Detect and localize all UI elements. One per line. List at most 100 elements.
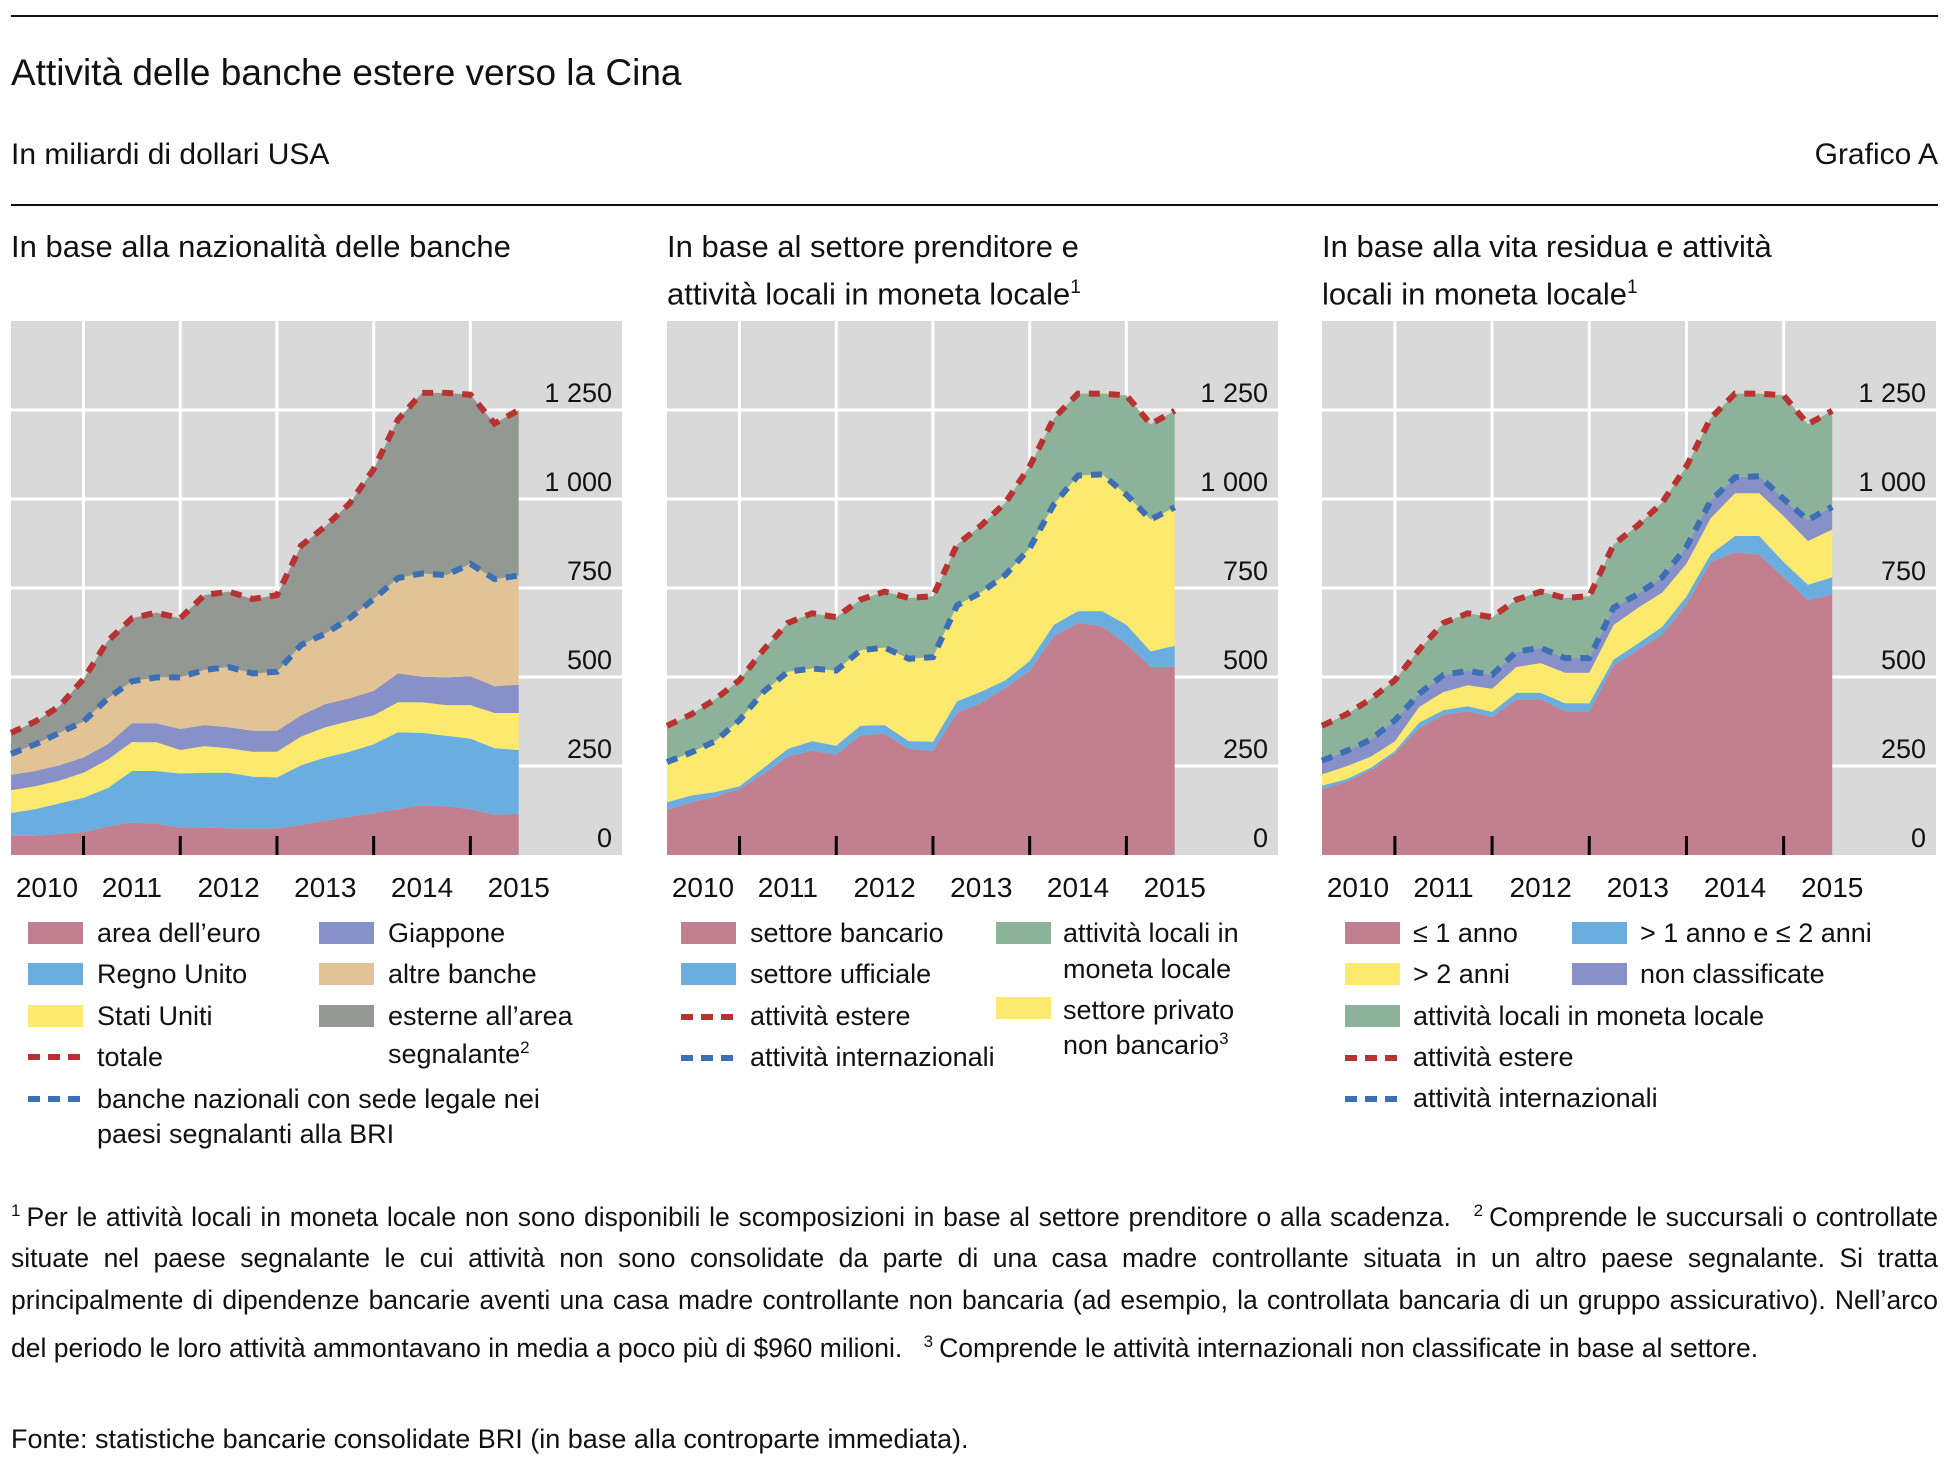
legend-label-attivita-internazionali: attività internazionali — [1413, 1083, 1658, 1113]
chart-sector: 0 250 500 750 1 000 1 250 2010 2011 2012 2013 2014… — [665, 321, 1278, 903]
legend-label-area-euro: area dell’euro — [97, 918, 261, 948]
chart-subtitle: In miliardi di dollari USA — [11, 138, 330, 171]
x-tick-label: 2014 — [1704, 872, 1766, 903]
area-settore-privato-non-bancario — [667, 474, 1175, 803]
chart-nationality: 0 250 500 750 1 000 1 250 2010 2011 2012 2013 2014… — [9, 321, 622, 903]
y-tick-label: 250 — [1223, 734, 1268, 764]
x-tick-label: 2010 — [1327, 872, 1389, 903]
line-attivita-estere — [665, 390, 1177, 729]
legend-label-regno-unito: Regno Unito — [97, 959, 248, 989]
area-attivita-locali-in-moneta-locale — [667, 393, 1175, 763]
area-area-dell-euro — [11, 805, 519, 855]
footnotes: 1 Per le attività locali in moneta locale… — [11, 1190, 1938, 1370]
legend-swatch-settore-bancario — [681, 922, 736, 944]
legend-label-attivita-estere: attività estere — [1413, 1042, 1574, 1072]
y-tick-label: 500 — [1881, 645, 1926, 675]
legend-label-settore-privato-2: non bancario3 — [1063, 1027, 1229, 1063]
y-tick-label: 500 — [567, 645, 612, 675]
area-attivita-locali-in-moneta-locale — [1322, 393, 1833, 761]
panel-3-title-footnote-mark: 1 — [1627, 277, 1638, 298]
y-tick-label: 1 250 — [1858, 378, 1926, 408]
y-tick-label: 0 — [1911, 823, 1926, 853]
legend-swatch-esterne — [319, 1005, 374, 1027]
area-non-classificate — [1322, 476, 1833, 775]
area-1-anno-e-2-anni — [1322, 536, 1833, 790]
legend-swatch-gt-2-anni — [1345, 963, 1400, 985]
y-tick-label: 1 000 — [1858, 467, 1926, 497]
legend-label-le-1-anno: ≤ 1 anno — [1413, 918, 1518, 948]
header-rule — [11, 204, 1938, 206]
x-tick-label: 2011 — [758, 872, 818, 903]
legend-swatch-non-classificate — [1572, 963, 1627, 985]
y-tick-label: 1 000 — [1200, 467, 1268, 497]
y-tick-label: 1 250 — [544, 378, 612, 408]
panel-3-title-line2: locali in moneta locale — [1322, 276, 1628, 312]
panel-1-title-line1: In base alla nazionalità delle banche — [11, 229, 511, 264]
area-giappone — [11, 673, 519, 791]
footnote-3-mark: 3 — [923, 1332, 934, 1352]
line-banche-nazionali-con-sede-legale-nei-paesi-segnalanti-alla-bri — [9, 560, 520, 757]
line-attivita-internazionali — [1320, 473, 1834, 764]
legend-swatch-settore-ufficiale — [681, 963, 736, 985]
panel-2-title-line1: In base al settore prenditore e — [667, 229, 1079, 264]
footnote-mark-2: 2 — [520, 1038, 530, 1057]
source-note: Fonte: statistiche bancarie consolidate … — [11, 1424, 969, 1454]
x-tick-label: 2011 — [102, 872, 162, 903]
legend-swatch-le-1-anno — [1345, 922, 1400, 944]
footnote-3: Comprende le attività internazionali non… — [939, 1333, 1759, 1364]
legend-label-attivita-locali: attività locali in moneta locale — [1413, 1001, 1765, 1031]
legend-label-banche-nazionali-1: banche nazionali con sede legale nei — [97, 1084, 540, 1114]
chart-id: Grafico A — [1814, 138, 1938, 171]
legend-label-settore-privato-1: settore privato — [1063, 995, 1235, 1025]
x-tick-label: 2014 — [1047, 872, 1109, 903]
x-tick-label: 2011 — [1413, 872, 1473, 903]
y-tick-label: 750 — [1881, 556, 1926, 586]
top-rule — [11, 15, 1938, 17]
area-settore-ufficiale — [667, 611, 1175, 810]
y-tick-label: 250 — [567, 734, 612, 764]
legend-label-gt-2-anni: > 2 anni — [1413, 959, 1510, 989]
footnote-2-mark: 2 — [1473, 1201, 1484, 1220]
x-tick-label: 2014 — [391, 872, 453, 903]
panel-3-title-line1: In base alla vita residua e attività — [1322, 229, 1772, 264]
legend-label-stati-uniti: Stati Uniti — [97, 1001, 213, 1031]
panel-2-title: In base al settore prenditore e attività… — [667, 226, 1081, 314]
legend-label-giappone: Giappone — [388, 918, 506, 948]
legend-label-altre-banche: altre banche — [388, 959, 537, 989]
legend-label-attivita-internazionali: attività internazionali — [750, 1042, 995, 1072]
area-regno-unito — [11, 732, 519, 836]
legend-swatch-settore-privato — [996, 997, 1051, 1019]
line-attivita-internazionali — [665, 471, 1177, 765]
x-tick-label: 2013 — [1607, 872, 1669, 903]
x-tick-label: 2015 — [1144, 872, 1206, 903]
area-altre-banche — [11, 563, 519, 775]
legend-label-banche-nazionali-2: paesi segnalanti alla BRI — [97, 1119, 395, 1149]
footnote-mark-3: 3 — [1219, 1029, 1229, 1048]
panel-2-title-line2: attività locali in moneta locale — [667, 276, 1071, 312]
legend-label-non-classificate: non classificate — [1640, 959, 1825, 989]
panel-3-title: In base alla vita residua e attività loc… — [1322, 226, 1772, 314]
x-tick-label: 2015 — [488, 872, 550, 903]
x-tick-label: 2013 — [294, 872, 356, 903]
legend-label-settore-bancario: settore bancario — [750, 918, 944, 948]
legend-label-attivita-locali-1: attività locali in — [1063, 918, 1239, 948]
legend-label-esterne-2-text: segnalante — [388, 1039, 521, 1069]
legend-swatch-stati-uniti — [28, 1005, 83, 1027]
legend-line-attivita-internazionali — [681, 1055, 736, 1061]
area-2-anni — [1322, 493, 1833, 786]
y-tick-label: 1 000 — [544, 467, 612, 497]
panel-1-title: In base alla nazionalità delle banche — [11, 226, 511, 267]
legend-swatch-1-2-anni — [1572, 922, 1627, 944]
legend-label-settore-privato-2-text: non bancario — [1063, 1030, 1220, 1060]
area-1-anno — [1322, 552, 1833, 855]
footnote-1-mark: 1 — [11, 1201, 21, 1220]
area-settore-bancario — [667, 622, 1175, 855]
x-tick-label: 2010 — [16, 872, 78, 903]
legend-swatch-attivita-locali — [996, 922, 1051, 944]
chart-maturity: 0 250 500 750 1 000 1 250 2010 2011 2012 2013 2014… — [1320, 321, 1936, 903]
chart-title: Attività delle banche estere verso la Ci… — [11, 52, 682, 93]
legend-line-attivita-internazionali — [1345, 1096, 1400, 1102]
x-tick-label: 2012 — [197, 872, 259, 903]
y-tick-label: 1 250 — [1200, 378, 1268, 408]
legend-line-attivita-estere — [681, 1014, 736, 1020]
